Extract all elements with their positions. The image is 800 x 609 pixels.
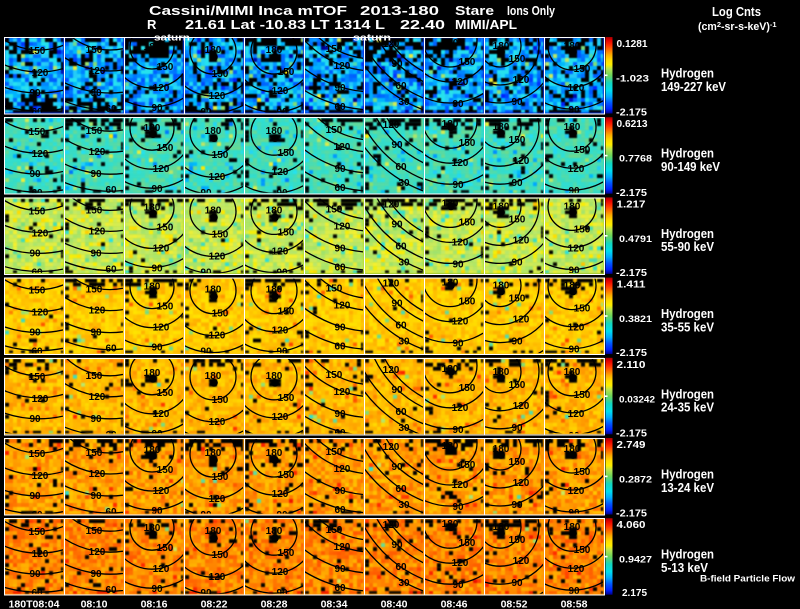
svg-text:13-24 keV: 13-24 keV [661, 480, 714, 495]
svg-text:08:16: 08:16 [141, 599, 168, 609]
svg-text:-2.175: -2.175 [616, 348, 647, 359]
svg-text:(cm2-sr-s-keV)-1: (cm2-sr-s-keV)-1 [698, 20, 777, 33]
svg-text:08:34: 08:34 [321, 599, 348, 609]
svg-text:08:52: 08:52 [501, 599, 528, 609]
svg-text:2.175: 2.175 [622, 588, 647, 599]
svg-text:-2.175: -2.175 [616, 428, 647, 439]
svg-text:1.217: 1.217 [617, 199, 647, 210]
svg-text:55-90 keV: 55-90 keV [661, 239, 714, 254]
svg-text:-1.023: -1.023 [616, 74, 649, 84]
svg-text:149-227 keV: 149-227 keV [661, 79, 726, 94]
svg-text:2013-180: 2013-180 [360, 3, 439, 18]
svg-text:0.2872: 0.2872 [619, 475, 652, 485]
svg-text:180T08:04: 180T08:04 [9, 599, 60, 609]
svg-text:-2.175: -2.175 [616, 188, 647, 199]
svg-text:-2.175: -2.175 [616, 268, 647, 279]
svg-text:24-35 keV: 24-35 keV [661, 400, 714, 415]
svg-text:5-13 keV: 5-13 keV [661, 560, 708, 575]
svg-text:Cassini/MIMI Inca mTOF: Cassini/MIMI Inca mTOF [149, 3, 347, 18]
svg-text:0.03242: 0.03242 [619, 394, 655, 404]
svg-text:Log Cnts: Log Cnts [712, 5, 761, 19]
svg-text:2.749: 2.749 [617, 440, 647, 451]
svg-text:0.4791: 0.4791 [619, 234, 652, 244]
svg-text:1.411: 1.411 [617, 280, 647, 291]
svg-text:saturn: saturn [154, 33, 190, 44]
svg-text:0.1281: 0.1281 [617, 39, 648, 50]
svg-text:Hydrogen: Hydrogen [661, 66, 714, 81]
svg-text:Hydrogen: Hydrogen [661, 226, 714, 241]
svg-text:-2.175: -2.175 [616, 108, 647, 119]
svg-text:08:22: 08:22 [201, 599, 228, 609]
svg-text:22.40: 22.40 [400, 17, 445, 32]
svg-text:-2.175: -2.175 [616, 509, 647, 520]
svg-text:08:10: 08:10 [81, 599, 108, 609]
svg-text:Hydrogen: Hydrogen [661, 547, 714, 562]
svg-text:Hydrogen: Hydrogen [661, 386, 714, 401]
svg-text:08:58: 08:58 [561, 599, 588, 609]
svg-text:B-field Particle Flow: B-field Particle Flow [700, 574, 796, 585]
svg-text:Hydrogen: Hydrogen [661, 306, 714, 321]
svg-text:Hydrogen: Hydrogen [661, 467, 714, 482]
svg-text:0.3821: 0.3821 [619, 314, 652, 324]
svg-text:21.61 Lat -10.83 LT 1314 L: 21.61 Lat -10.83 LT 1314 L [185, 17, 385, 32]
svg-text:08:28: 08:28 [261, 599, 288, 609]
svg-text:Stare: Stare [455, 3, 494, 18]
svg-text:4.060: 4.060 [617, 520, 647, 531]
svg-text:2.110: 2.110 [617, 360, 647, 371]
svg-text:35-55 keV: 35-55 keV [661, 319, 714, 334]
svg-text:0.9427: 0.9427 [619, 555, 652, 565]
svg-text:saturn: saturn [353, 33, 391, 44]
svg-text:Hydrogen: Hydrogen [661, 146, 714, 161]
svg-text:08:40: 08:40 [381, 599, 408, 609]
svg-text:08:46: 08:46 [441, 599, 468, 609]
svg-text:90-149 keV: 90-149 keV [661, 159, 720, 174]
svg-text:0.7768: 0.7768 [619, 154, 652, 164]
svg-text:0.6213: 0.6213 [617, 119, 648, 130]
svg-text:R: R [147, 17, 157, 32]
svg-text:MIMI/APL: MIMI/APL [455, 17, 517, 32]
svg-text:Ions Only: Ions Only [507, 3, 556, 18]
